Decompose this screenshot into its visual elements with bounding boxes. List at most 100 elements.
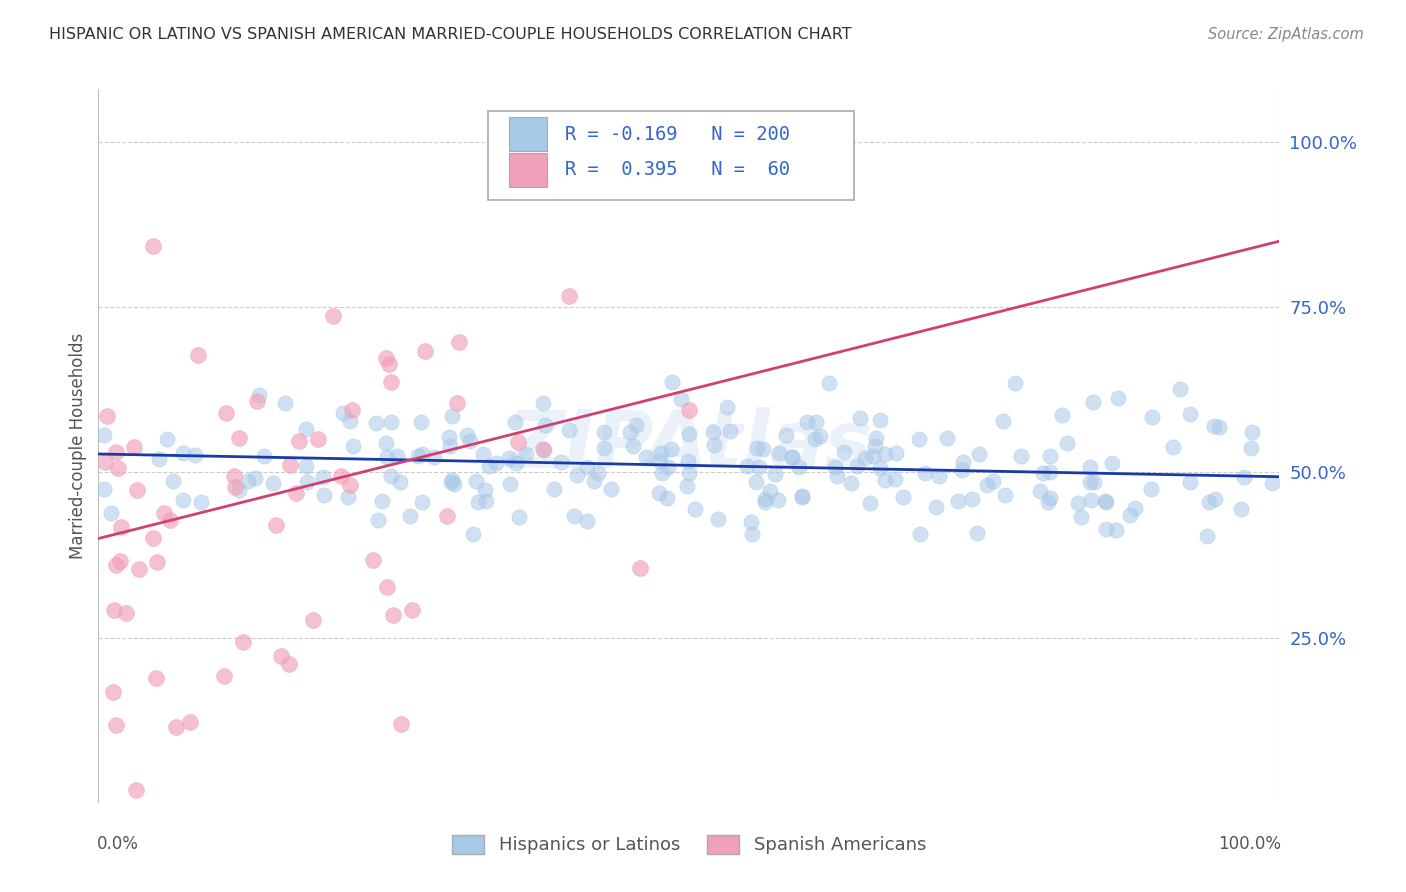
Point — [967, 446, 990, 460]
Point — [790, 490, 813, 504]
Point — [107, 460, 129, 475]
Point — [1039, 491, 1062, 506]
Point — [312, 470, 335, 484]
Point — [780, 450, 803, 465]
Point — [600, 483, 623, 497]
Point — [101, 685, 124, 699]
Text: Source: ZipAtlas.com: Source: ZipAtlas.com — [1208, 27, 1364, 42]
Point — [845, 458, 868, 473]
Point — [592, 425, 614, 440]
Point — [1094, 494, 1116, 508]
Point — [768, 493, 790, 508]
Point — [848, 411, 870, 425]
Point — [1010, 449, 1032, 463]
Point — [294, 458, 316, 473]
Point — [96, 409, 118, 423]
Point — [853, 451, 876, 466]
Point — [804, 432, 827, 446]
Point — [295, 422, 318, 436]
Point — [908, 432, 931, 446]
Point — [142, 531, 165, 545]
Point — [498, 451, 520, 466]
Point — [1101, 456, 1123, 470]
Point — [312, 488, 335, 502]
Point — [380, 415, 402, 429]
Point — [382, 608, 405, 623]
Point — [342, 403, 364, 417]
Point — [650, 446, 672, 460]
Point — [399, 508, 422, 523]
Point — [1078, 460, 1101, 475]
Point — [508, 434, 530, 449]
Point — [716, 401, 738, 415]
Point — [1105, 524, 1128, 538]
Point — [1240, 442, 1263, 456]
Point — [247, 388, 270, 402]
Point — [626, 418, 648, 433]
Point — [145, 671, 167, 685]
Point — [165, 720, 187, 734]
Point — [105, 444, 128, 458]
Point — [754, 495, 776, 509]
Point — [586, 467, 609, 481]
Point — [389, 475, 412, 489]
Point — [707, 512, 730, 526]
Point — [787, 460, 810, 475]
Point — [981, 474, 1004, 488]
Point — [891, 490, 914, 504]
Point — [754, 491, 776, 506]
Point — [94, 455, 117, 469]
Point — [950, 463, 973, 477]
Point — [485, 456, 508, 470]
Point — [224, 480, 246, 494]
Point — [818, 376, 841, 390]
Point — [302, 613, 325, 627]
Point — [152, 506, 174, 520]
Point — [179, 714, 201, 729]
Point — [804, 415, 827, 429]
Point — [436, 509, 458, 524]
Point — [411, 447, 433, 461]
Point — [108, 553, 131, 567]
Point — [558, 424, 581, 438]
Point — [780, 450, 803, 464]
Point — [1029, 483, 1052, 498]
Point — [834, 445, 856, 459]
Point — [1204, 492, 1226, 507]
Point — [307, 432, 329, 446]
Point — [678, 402, 700, 417]
Point — [93, 483, 115, 497]
Point — [456, 427, 478, 442]
FancyBboxPatch shape — [509, 117, 547, 152]
Point — [380, 375, 402, 389]
Point — [741, 526, 763, 541]
Point — [1240, 425, 1263, 440]
Point — [156, 432, 179, 446]
Point — [375, 450, 398, 464]
Point — [274, 395, 297, 409]
Point — [1123, 501, 1146, 516]
Point — [100, 506, 122, 520]
Point — [503, 415, 526, 429]
Point — [865, 431, 887, 445]
Point — [499, 476, 522, 491]
Point — [110, 520, 132, 534]
Point — [1032, 466, 1054, 480]
Point — [336, 490, 359, 504]
Text: HISPANIC OR LATINO VS SPANISH AMERICAN MARRIED-COUPLE HOUSEHOLDS CORRELATION CHA: HISPANIC OR LATINO VS SPANISH AMERICAN M… — [49, 27, 852, 42]
Y-axis label: Married-couple Households: Married-couple Households — [69, 333, 87, 559]
Point — [1140, 482, 1163, 496]
Point — [401, 603, 423, 617]
Point — [505, 456, 527, 470]
Point — [1198, 495, 1220, 509]
Point — [869, 460, 891, 475]
Point — [839, 476, 862, 491]
Point — [472, 447, 495, 461]
Point — [437, 430, 460, 444]
Point — [655, 491, 678, 505]
Point — [148, 452, 170, 467]
Point — [190, 495, 212, 509]
Text: 100.0%: 100.0% — [1218, 835, 1281, 853]
Point — [1083, 475, 1105, 489]
Point — [914, 467, 936, 481]
